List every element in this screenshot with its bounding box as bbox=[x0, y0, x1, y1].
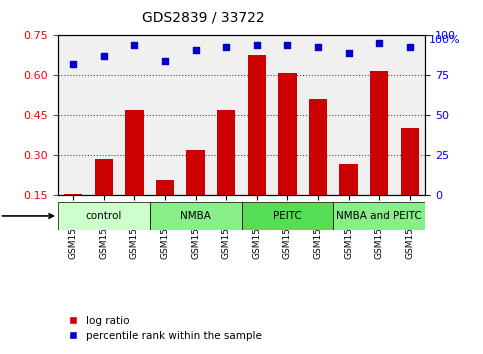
Bar bbox=[340, 164, 358, 195]
Point bbox=[100, 53, 108, 59]
Text: PEITC: PEITC bbox=[273, 211, 302, 221]
Bar bbox=[125, 110, 143, 195]
Text: control: control bbox=[85, 211, 122, 221]
Bar bbox=[217, 110, 235, 195]
Point bbox=[222, 44, 230, 49]
Point bbox=[314, 44, 322, 49]
Point bbox=[253, 42, 261, 48]
FancyBboxPatch shape bbox=[242, 202, 333, 230]
Bar bbox=[95, 159, 113, 195]
Bar bbox=[370, 71, 388, 195]
Bar bbox=[309, 99, 327, 195]
Bar bbox=[248, 55, 266, 195]
Point bbox=[375, 41, 383, 46]
Text: NMBA and PEITC: NMBA and PEITC bbox=[336, 211, 422, 221]
Point bbox=[192, 47, 199, 52]
Point bbox=[284, 42, 291, 48]
Point bbox=[70, 61, 77, 67]
FancyBboxPatch shape bbox=[150, 202, 242, 230]
Bar bbox=[156, 180, 174, 195]
Point bbox=[161, 58, 169, 64]
Text: NMBA: NMBA bbox=[180, 211, 211, 221]
Text: GDS2839 / 33722: GDS2839 / 33722 bbox=[142, 11, 264, 25]
Bar bbox=[186, 149, 205, 195]
Text: agent: agent bbox=[0, 211, 53, 221]
Bar bbox=[278, 73, 297, 195]
FancyBboxPatch shape bbox=[58, 202, 150, 230]
Point bbox=[345, 50, 353, 56]
Bar bbox=[64, 194, 83, 195]
Point bbox=[406, 44, 413, 49]
Legend: log ratio, percentile rank within the sample: log ratio, percentile rank within the sa… bbox=[63, 312, 266, 345]
FancyBboxPatch shape bbox=[333, 202, 425, 230]
Bar bbox=[400, 128, 419, 195]
Text: 100%: 100% bbox=[429, 35, 460, 45]
Point bbox=[130, 42, 138, 48]
